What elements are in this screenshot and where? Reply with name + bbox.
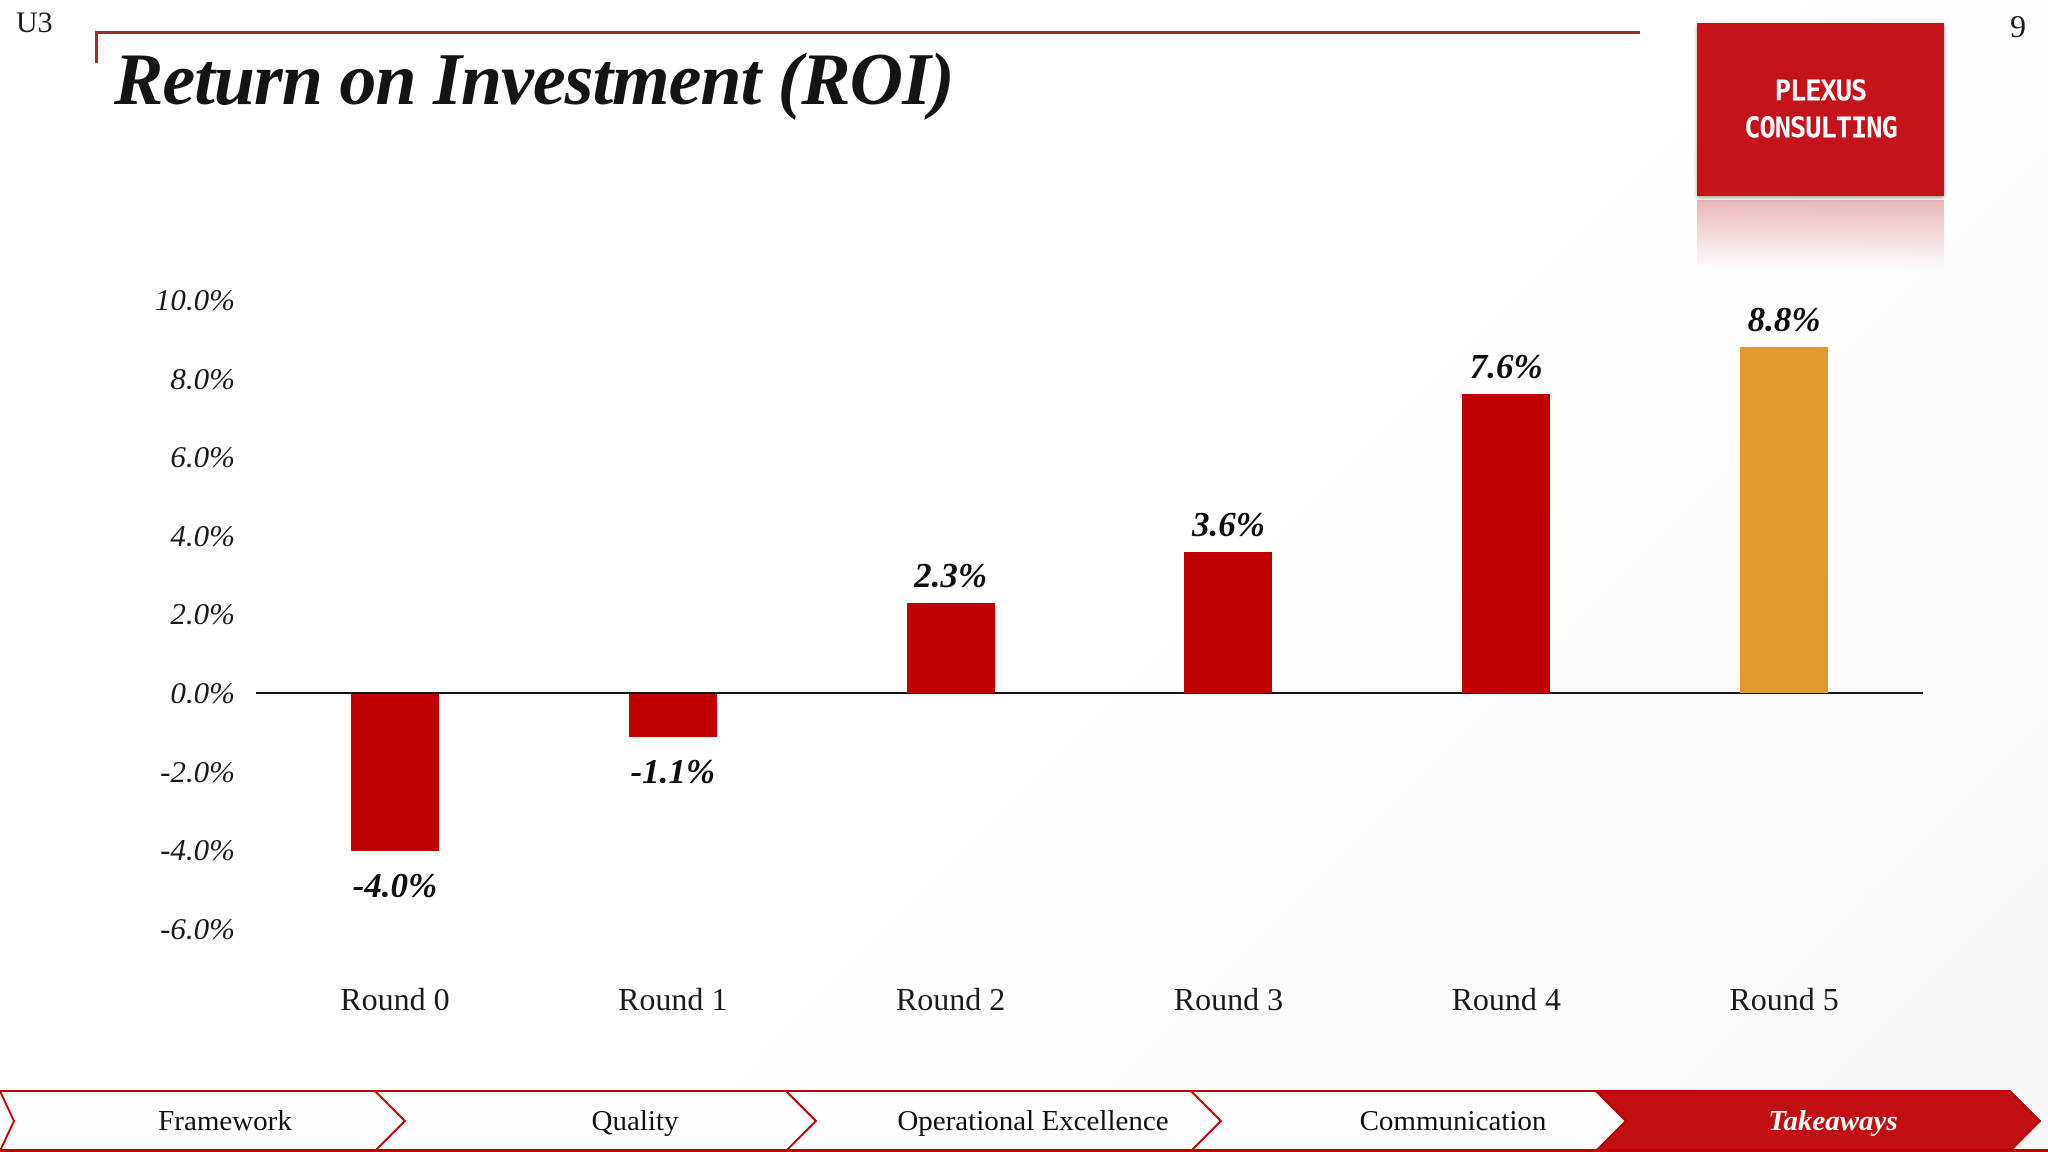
y-tick-label: -4.0% xyxy=(160,832,235,868)
y-tick-label: 4.0% xyxy=(170,517,235,553)
logo-text-line1: PLEXUS xyxy=(1774,74,1868,108)
chart-bar-round-1[interactable] xyxy=(628,694,717,738)
plexus-consulting-logo: PLEXUS CONSULTING xyxy=(1697,23,1944,196)
page-number: 9 xyxy=(2010,8,2026,44)
bar-value-label: -4.0% xyxy=(352,866,438,906)
y-tick-label: -6.0% xyxy=(160,910,235,946)
nav-item-quality[interactable]: Quality xyxy=(591,1105,679,1137)
x-category-label: Round 1 xyxy=(618,981,728,1017)
y-tick-label: 2.0% xyxy=(170,596,235,632)
x-category-label: Round 3 xyxy=(1173,981,1284,1017)
nav-item-takeaways[interactable]: Takeaways xyxy=(1768,1105,1898,1137)
x-category-label: Round 2 xyxy=(895,981,1006,1017)
chart-bar-round-5[interactable] xyxy=(1740,347,1829,693)
y-tick-label: 0.0% xyxy=(170,675,235,710)
y-tick-label: -2.0% xyxy=(160,753,235,789)
x-category-label: Round 0 xyxy=(340,981,450,1017)
x-category-label: Round 5 xyxy=(1729,981,1839,1017)
chart-bar-round-2[interactable] xyxy=(906,602,995,693)
chart-bar-round-0[interactable] xyxy=(350,694,439,852)
bottom-nav-chevron-bar xyxy=(0,1090,2048,1152)
unit-label: U3 xyxy=(16,6,53,39)
chart-bar-round-4[interactable] xyxy=(1462,394,1551,693)
nav-item-operational-excellence[interactable]: Operational Excellence xyxy=(897,1105,1169,1137)
y-tick-label: 10.0% xyxy=(154,282,235,317)
title-rule-corner-tick xyxy=(95,31,98,63)
x-category-label: Round 4 xyxy=(1451,981,1561,1017)
y-tick-label: 6.0% xyxy=(170,439,235,475)
logo-reflection xyxy=(1697,200,1944,270)
bar-value-label: 2.3% xyxy=(914,555,988,595)
bar-value-label: 8.8% xyxy=(1747,300,1821,340)
y-tick-label: 8.0% xyxy=(170,360,235,396)
chart-bar-round-3[interactable] xyxy=(1184,551,1273,693)
bar-value-label: 3.6% xyxy=(1191,504,1265,544)
slide-title: Return on Investment (ROI) xyxy=(114,39,955,121)
bar-value-label: -1.1% xyxy=(630,752,716,792)
bar-value-label: 7.6% xyxy=(1469,347,1543,387)
nav-item-communication[interactable]: Communication xyxy=(1359,1105,1547,1137)
bottom-accent-strip xyxy=(0,1149,2048,1152)
x-axis-line xyxy=(256,692,1923,694)
logo-text-line2: CONSULTING xyxy=(1744,111,1898,145)
nav-item-framework[interactable]: Framework xyxy=(158,1105,292,1137)
title-rule-horizontal xyxy=(95,31,1640,34)
